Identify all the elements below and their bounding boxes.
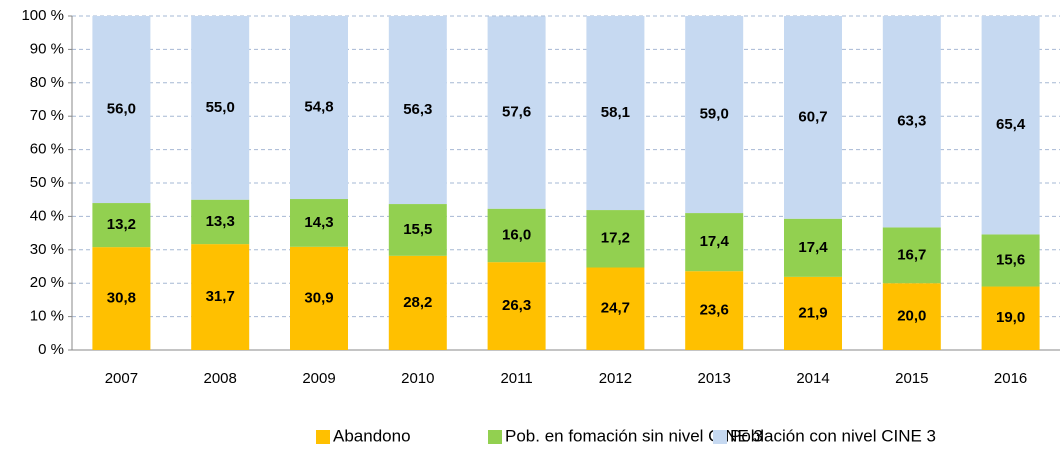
y-tick-label: 60 % <box>30 141 64 158</box>
bar-segment <box>784 276 842 350</box>
y-tick-label: 100 % <box>21 7 64 24</box>
bar-segment <box>290 16 348 200</box>
bar-segment <box>487 16 546 209</box>
y-tick-label: 40 % <box>30 207 64 224</box>
value-label: 15,6 <box>996 251 1025 268</box>
value-label: 56,0 <box>107 100 136 117</box>
value-label: 58,1 <box>601 104 630 121</box>
value-label: 28,2 <box>403 294 432 311</box>
bar-segment <box>388 204 447 256</box>
bar-segment <box>191 244 250 350</box>
bar-segment <box>784 218 842 277</box>
value-label: 16,7 <box>897 246 926 263</box>
value-label: 54,8 <box>304 98 333 115</box>
bar-segment <box>882 16 941 228</box>
y-tick-label: 90 % <box>30 40 64 57</box>
bar-segment <box>388 16 447 205</box>
bar-segment <box>981 286 1040 350</box>
x-tick-label: 2013 <box>698 370 731 387</box>
y-tick-label: 50 % <box>30 174 64 191</box>
value-label: 31,7 <box>206 288 235 305</box>
value-label: 17,4 <box>700 233 730 250</box>
value-label: 59,0 <box>700 105 729 122</box>
bar-segment <box>685 16 744 214</box>
bar-segment <box>882 283 941 350</box>
bar-segment <box>191 199 250 245</box>
bar-segment <box>882 227 941 284</box>
legend-label: Población con nivel CINE 3 <box>730 426 936 445</box>
x-tick-label: 2016 <box>994 370 1027 387</box>
bar-segment <box>685 271 744 350</box>
value-label: 26,3 <box>502 297 531 314</box>
value-label: 15,5 <box>403 221 432 238</box>
x-tick-label: 2010 <box>401 370 434 387</box>
value-label: 30,9 <box>304 289 333 306</box>
x-tick-label: 2009 <box>302 370 335 387</box>
legend-swatch <box>488 430 502 444</box>
bar-segment <box>586 16 645 211</box>
legend-label: Pob. en fomación sin nivel CINE 3 <box>505 426 763 445</box>
bar-segment <box>487 208 546 263</box>
value-label: 56,3 <box>403 101 432 118</box>
bar-segment <box>92 16 151 204</box>
value-label: 21,9 <box>798 304 827 321</box>
value-label: 23,6 <box>700 302 729 319</box>
bar-segment <box>586 210 645 268</box>
y-tick-label: 20 % <box>30 274 64 291</box>
y-tick-label: 70 % <box>30 107 64 124</box>
value-label: 65,4 <box>996 116 1026 133</box>
value-label: 13,2 <box>107 216 136 233</box>
value-label: 14,3 <box>304 214 333 231</box>
value-label: 30,8 <box>107 290 136 307</box>
y-tick-label: 80 % <box>30 74 64 91</box>
y-tick-label: 0 % <box>38 341 64 358</box>
value-label: 20,0 <box>897 308 926 325</box>
bar-segment <box>981 16 1040 235</box>
value-label: 60,7 <box>798 108 827 125</box>
bar-segment <box>290 199 348 247</box>
x-tick-label: 2011 <box>500 370 532 387</box>
x-tick-label: 2008 <box>204 370 237 387</box>
value-label: 13,3 <box>206 213 235 230</box>
legend-swatch <box>713 430 727 444</box>
bar-segment <box>784 16 842 219</box>
x-tick-label: 2014 <box>796 370 829 387</box>
value-label: 63,3 <box>897 113 926 130</box>
value-label: 17,2 <box>601 230 630 247</box>
value-label: 16,0 <box>502 226 531 243</box>
y-tick-label: 10 % <box>30 308 64 325</box>
bar-segment <box>685 213 744 272</box>
x-tick-label: 2015 <box>895 370 928 387</box>
value-label: 24,7 <box>601 300 630 317</box>
y-tick-label: 30 % <box>30 241 64 258</box>
value-label: 17,4 <box>798 239 828 256</box>
bar-segment <box>92 247 151 350</box>
bar-segment <box>388 255 447 350</box>
value-label: 19,0 <box>996 309 1025 326</box>
bar-segment <box>487 262 546 350</box>
x-tick-label: 2007 <box>105 370 138 387</box>
value-label: 57,6 <box>502 103 531 120</box>
bar-segment <box>586 267 645 350</box>
bar-segment <box>981 234 1040 287</box>
legend-label: Abandono <box>333 426 411 445</box>
legend-swatch <box>316 430 330 444</box>
bar-segment <box>290 246 348 350</box>
bar-segment <box>191 16 250 200</box>
x-tick-label: 2012 <box>599 370 632 387</box>
value-label: 55,0 <box>206 99 235 116</box>
bar-segment <box>92 203 151 248</box>
